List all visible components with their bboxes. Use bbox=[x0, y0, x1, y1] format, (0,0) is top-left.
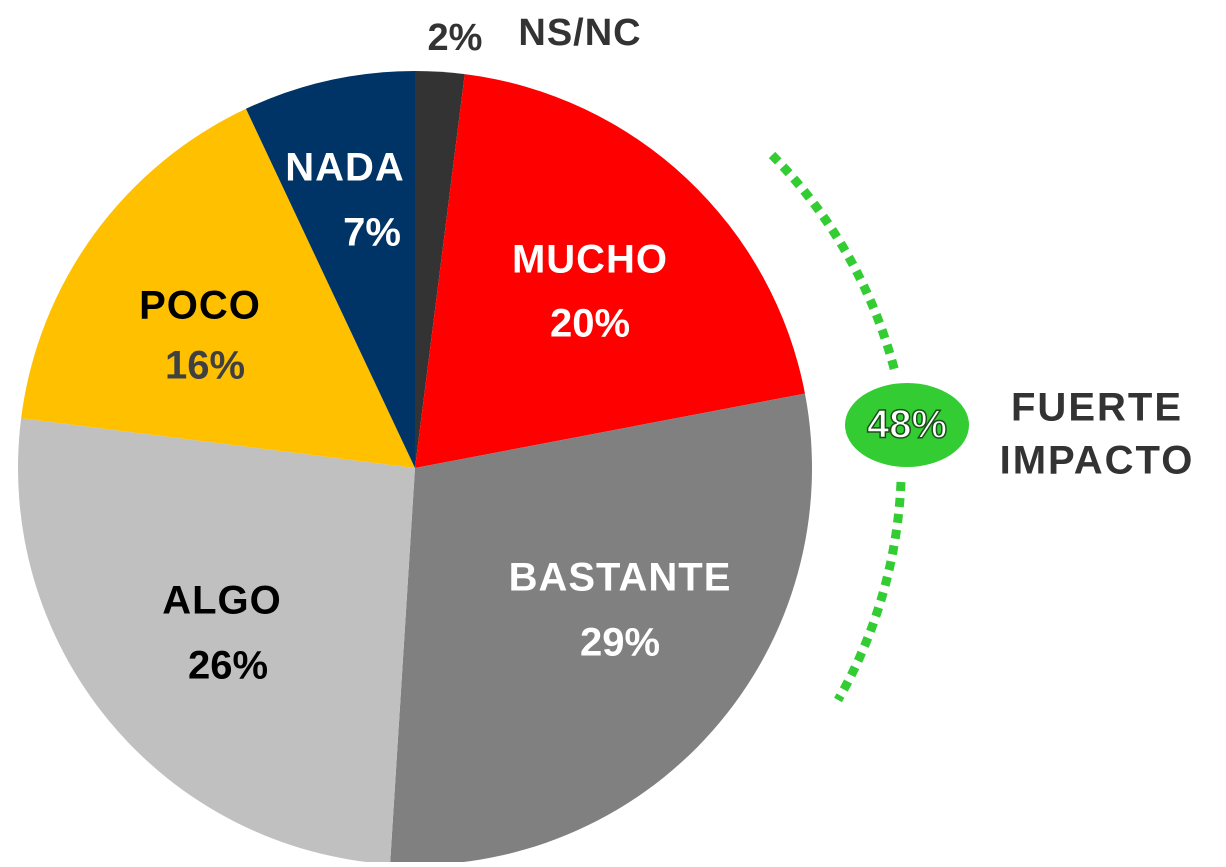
annotation-label: 48% bbox=[867, 403, 947, 447]
pie-slice bbox=[390, 393, 812, 865]
pie-labels: NS/NC 2% MUCHO 20% BASTANTE 29% ALGO 26% POCO 16%… bbox=[139, 12, 732, 688]
slice-name: ALGO bbox=[162, 579, 282, 623]
pie bbox=[17, 71, 812, 865]
pie-slice bbox=[21, 108, 415, 468]
pie-slice bbox=[415, 74, 805, 468]
slice-name: BASTANTE bbox=[509, 556, 732, 600]
slice-value: 16% bbox=[165, 344, 245, 388]
annotation-badge bbox=[845, 383, 969, 467]
slice-name: MUCHO bbox=[512, 238, 668, 282]
slice-value: 29% bbox=[580, 621, 660, 665]
slice-name: NS/NC bbox=[518, 12, 641, 54]
slice-value: 7% bbox=[343, 211, 401, 255]
slice-name: POCO bbox=[139, 284, 261, 328]
annotation-text: IMPACTO bbox=[1000, 439, 1195, 483]
slice-value: 26% bbox=[188, 644, 268, 688]
pie-slice bbox=[17, 418, 415, 865]
pie-slice bbox=[245, 71, 415, 468]
annotation-text: FUERTE bbox=[1011, 386, 1183, 430]
pie-slice bbox=[415, 71, 465, 468]
bracket-arc bbox=[834, 481, 906, 703]
slice-value: 2% bbox=[428, 17, 483, 59]
slice-value: 20% bbox=[550, 302, 630, 346]
slice-name: NADA bbox=[285, 146, 405, 190]
